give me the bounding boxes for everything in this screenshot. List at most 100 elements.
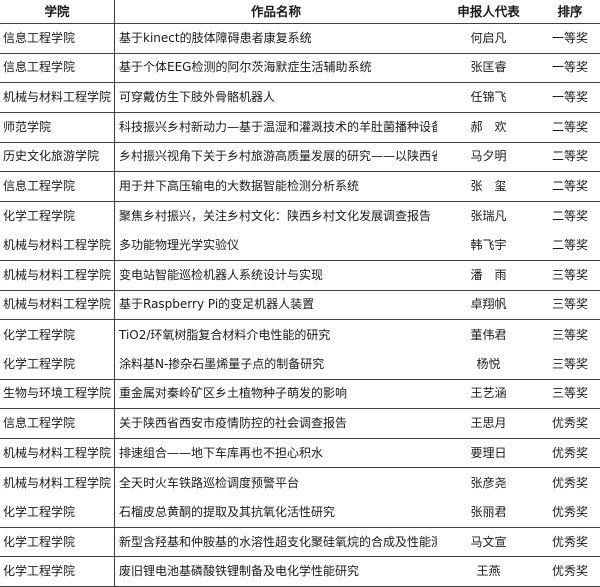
table-row: 师范学院 科技振兴乡村新动力—基于温湿和灌溉技术的羊肚菌播种设备 郝 欢 二等奖 (0, 112, 600, 143)
work-title-cell: 重金属对秦岭矿区乡土植物种子萌发的影响 (119, 386, 348, 401)
award-cell: 一等奖 (551, 90, 588, 105)
table-row: 信息工程学院 用于井下高压输电的大数据智能检测分析系统 张 玺 二等奖 (0, 172, 600, 202)
header-applicant: 申报人代表 (457, 4, 520, 19)
college-cell: 机械与材料工程学院 (0, 438, 115, 468)
table-row: 信息工程学院 关于陕西省西安市疫情防控的社会调查报告 王思月 优秀奖 (0, 409, 600, 439)
college-cell: 化学工程学院 (0, 201, 115, 232)
college-cell: 化学工程学院 (0, 557, 115, 586)
work-title-cell: 变电站智能巡检机器人系统设计与实现 (119, 267, 324, 282)
table-row: 化学工程学院 石榴皮总黄酮的提取及其抗氧化活性研究 张丽君 优秀奖 (0, 498, 600, 528)
college-cell: 化学工程学院 (0, 498, 115, 527)
college-cell: 信息工程学院 (0, 409, 115, 438)
applicant-cell: 王思月 (470, 416, 507, 431)
award-cell: 优秀奖 (551, 504, 588, 519)
award-cell: 优秀奖 (551, 445, 588, 460)
college-cell: 师范学院 (0, 112, 115, 142)
applicant-cell: 张丽君 (470, 504, 507, 519)
college-cell: 生物与环境工程学院 (0, 379, 115, 409)
award-cell: 一等奖 (551, 30, 588, 45)
applicant-cell: 郝 欢 (470, 119, 507, 134)
work-title-cell: 新型含羟基和仲胺基的水溶性超支化聚硅氧烷的合成及性能测试 (119, 534, 437, 549)
work-title-cell: 石榴皮总黄酮的提取及其抗氧化活性研究 (119, 504, 336, 519)
award-cell: 优秀奖 (551, 475, 588, 490)
award-cell: 三等奖 (551, 356, 588, 371)
table-row: 机械与材料工程学院 全天时火车铁路巡检调度预警平台 张彦尧 优秀奖 (0, 468, 600, 499)
work-title-cell: 废旧锂电池基磷酸铁锂制备及电化学性能研究 (119, 564, 360, 579)
college-cell: 机械与材料工程学院 (0, 468, 115, 499)
table-row: 信息工程学院 基于kinect的肢体障碍患者康复系统 何启凡 一等奖 (0, 24, 600, 54)
college-cell: 机械与材料工程学院 (0, 231, 115, 261)
applicant-cell: 张 玺 (470, 178, 507, 193)
award-cell: 二等奖 (551, 209, 588, 224)
table-row: 化学工程学院 涂料基N-掺杂石墨烯量子点的制备研究 杨悦 三等奖 (0, 349, 600, 380)
applicant-cell: 杨悦 (476, 356, 501, 371)
applicant-cell: 潘 雨 (470, 267, 507, 282)
award-cell: 二等奖 (551, 238, 588, 253)
work-title-cell: 可穿戴仿生下肢外骨骼机器人 (119, 90, 276, 105)
work-title-cell: 涂料基N-掺杂石墨烯量子点的制备研究 (119, 356, 325, 371)
college-cell: 机械与材料工程学院 (0, 290, 115, 320)
college-cell: 机械与材料工程学院 (0, 261, 115, 290)
applicant-cell: 任锦飞 (470, 90, 507, 105)
applicant-cell: 张彦尧 (470, 475, 507, 490)
header-college: 学院 (0, 0, 115, 23)
table-row: 化学工程学院 新型含羟基和仲胺基的水溶性超支化聚硅氧烷的合成及性能测试 马文宣 … (0, 527, 600, 558)
work-title-cell: 乡村振兴视角下关于乡村旅游高质量发展的研究——以陕西省为例 (119, 149, 437, 164)
college-cell: 化学工程学院 (0, 527, 115, 557)
work-title-cell: 基于Raspberry Pi的变足机器人装置 (119, 297, 315, 312)
work-title-cell: 多功能物理光学实验仪 (119, 238, 240, 253)
award-cell: 三等奖 (551, 297, 588, 312)
table-row: 信息工程学院 基于个体EEG检测的阿尔茨海默症生活辅助系统 张匡睿 一等奖 (0, 53, 600, 84)
work-title-cell: 全天时火车铁路巡检调度预警平台 (119, 475, 300, 490)
award-cell: 优秀奖 (551, 416, 588, 431)
award-cell: 三等奖 (551, 267, 588, 282)
table-row: 生物与环境工程学院 重金属对秦岭矿区乡土植物种子萌发的影响 王艺涵 三等奖 (0, 379, 600, 410)
applicant-cell: 韩飞宇 (470, 238, 507, 253)
college-cell: 信息工程学院 (0, 24, 115, 53)
table-row: 历史文化旅游学院 乡村振兴视角下关于乡村旅游高质量发展的研究——以陕西省为例 马… (0, 142, 600, 173)
applicant-cell: 张瑞凡 (470, 209, 507, 224)
table-row: 机械与材料工程学院 可穿戴仿生下肢外骨骼机器人 任锦飞 一等奖 (0, 83, 600, 113)
college-cell: 化学工程学院 (0, 320, 115, 350)
award-cell: 一等奖 (551, 60, 588, 75)
work-title-cell: TiO2/环氧树脂复合材料介电性能的研究 (119, 327, 331, 342)
award-cell: 二等奖 (551, 178, 588, 193)
table-row: 化学工程学院 聚焦乡村振兴，关注乡村文化：陕西乡村文化发展调查报告 张瑞凡 二等… (0, 201, 600, 232)
award-cell: 二等奖 (551, 119, 588, 134)
applicant-cell: 张匡睿 (470, 60, 507, 75)
work-title-cell: 科技振兴乡村新动力—基于温湿和灌溉技术的羊肚菌播种设备 (119, 119, 437, 134)
applicant-cell: 王燕 (476, 564, 501, 579)
work-title-cell: 关于陕西省西安市疫情防控的社会调查报告 (119, 416, 348, 431)
header-rank: 排序 (557, 4, 583, 19)
applicant-cell: 要理日 (470, 445, 507, 460)
work-title-cell: 基于kinect的肢体障碍患者康复系统 (119, 30, 312, 45)
applicant-cell: 何启凡 (470, 30, 507, 45)
table-header-row: 学院 作品名称 申报人代表 排序 (0, 0, 600, 24)
applicant-cell: 王艺涵 (470, 386, 507, 401)
table-row: 化学工程学院 TiO2/环氧树脂复合材料介电性能的研究 董伟君 三等奖 (0, 320, 600, 350)
header-work-title: 作品名称 (250, 4, 301, 19)
table-row: 机械与材料工程学院 多功能物理光学实验仪 韩飞宇 二等奖 (0, 231, 600, 262)
college-cell: 历史文化旅游学院 (0, 142, 115, 172)
college-cell: 机械与材料工程学院 (0, 83, 115, 112)
award-cell: 优秀奖 (551, 534, 588, 549)
work-title-cell: 排速组合——地下车库再也不担心积水 (119, 445, 324, 460)
college-cell: 信息工程学院 (0, 53, 115, 83)
work-title-cell: 聚焦乡村振兴，关注乡村文化：陕西乡村文化发展调查报告 (119, 209, 432, 224)
applicant-cell: 马文宣 (470, 534, 507, 549)
applicant-cell: 卓翔帆 (470, 297, 507, 312)
award-cell: 三等奖 (551, 386, 588, 401)
college-cell: 信息工程学院 (0, 172, 115, 201)
award-cell: 优秀奖 (551, 564, 588, 579)
work-title-cell: 基于个体EEG检测的阿尔茨海默症生活辅助系统 (119, 60, 372, 75)
college-cell: 化学工程学院 (0, 349, 115, 379)
table-row: 机械与材料工程学院 变电站智能巡检机器人系统设计与实现 潘 雨 三等奖 (0, 261, 600, 291)
award-cell: 二等奖 (551, 149, 588, 164)
table-row: 机械与材料工程学院 排速组合——地下车库再也不担心积水 要理日 优秀奖 (0, 438, 600, 469)
applicant-cell: 马夕明 (470, 149, 507, 164)
award-cell: 三等奖 (551, 327, 588, 342)
table-row: 机械与材料工程学院 基于Raspberry Pi的变足机器人装置 卓翔帆 三等奖 (0, 290, 600, 321)
work-title-cell: 用于井下高压输电的大数据智能检测分析系统 (119, 178, 360, 193)
applicant-cell: 董伟君 (470, 327, 507, 342)
